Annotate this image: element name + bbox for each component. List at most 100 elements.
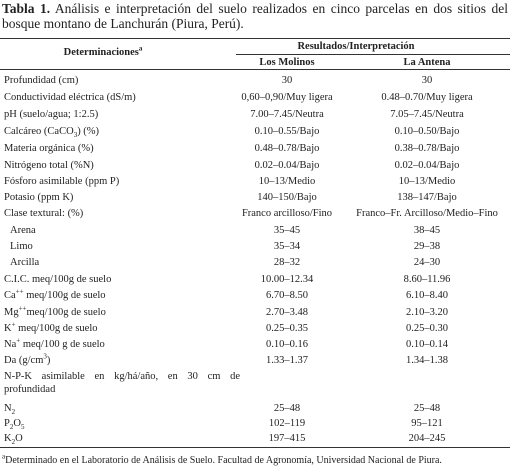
text-part: meq/100 g de suelo — [20, 339, 105, 350]
cell-value: 0.10–0.50/Bajo — [394, 126, 460, 137]
text-part: Ca — [4, 290, 16, 301]
cell-value: 1.34–1.38 — [406, 355, 448, 366]
cell-value: 38–45 — [413, 225, 441, 236]
text-part: K — [4, 433, 12, 444]
row-label: Materia orgánica (%) — [4, 143, 94, 155]
text-part: Fósforo asimilable (ppm P) — [4, 176, 120, 187]
row-label: Da (g/cm3) — [4, 352, 51, 367]
cell-value: 10–13/Medio — [258, 176, 316, 187]
text-part: a — [2, 452, 6, 461]
row-label: Conductividad eléctrica (dS/m) — [4, 92, 136, 104]
text-part: a — [138, 44, 143, 53]
cell-value: 0.48–0.78/Bajo — [254, 143, 320, 154]
cell-value: 8.60–11.96 — [403, 274, 451, 285]
text-part: pH (suelo/agua; 1:2.5) — [4, 109, 99, 120]
text-part: 2 — [11, 408, 16, 417]
row-label: K+ meq/100g de suelo — [4, 320, 98, 335]
row-label: Fósforo asimilable (ppm P) — [4, 176, 119, 188]
text-part: Conductividad eléctrica (dS/m) — [4, 92, 136, 103]
text-part: Calcáreo (CaCO — [4, 126, 74, 137]
cell-value: 30 — [421, 75, 433, 86]
cell-value: 30 — [281, 75, 293, 86]
caption-text: Análisis e interpretación del suelo real… — [2, 1, 508, 31]
text-part: Na — [4, 339, 17, 350]
cell-value: 25–48 — [413, 403, 441, 414]
cell-value: 0.10–0.55/Bajo — [254, 126, 320, 137]
cell-value: 0.02–0.04/Bajo — [394, 160, 460, 171]
row-label: Na+ meq/100 g de suelo — [4, 336, 105, 351]
cell-value: 0.48–0.70/Muy ligera — [381, 92, 473, 103]
cell-value: 7.00–7.45/Neutra — [250, 109, 324, 120]
text-part: 3 — [73, 131, 78, 140]
text-part: Arcilla — [10, 257, 40, 268]
text-part: meq/100g de suelo — [26, 307, 106, 318]
text-part: Da (g/cm — [4, 355, 44, 366]
cell-value: 1.33–1.37 — [266, 355, 308, 366]
text-part: + — [11, 320, 16, 329]
text-part: meq/100g de suelo — [15, 323, 98, 334]
cell-value: 6.70–8.50 — [266, 290, 308, 301]
row-label: N2 — [4, 403, 16, 417]
cell-value: 24–30 — [413, 257, 441, 268]
text-part: + — [16, 336, 21, 345]
text-part: N — [4, 403, 12, 414]
cell-value: 2.10–3.20 — [406, 307, 448, 318]
footnote: aDeterminado en el Laboratorio de Anális… — [2, 452, 442, 467]
text-part: O — [15, 433, 23, 444]
caption-label: Tabla 1. — [2, 1, 51, 16]
row-label: Potasio (ppm K) — [4, 192, 73, 204]
cell-value: 28–32 — [273, 257, 301, 268]
rule — [0, 38, 510, 39]
rule — [0, 447, 510, 448]
text-part: 2 — [9, 423, 14, 432]
cell-value: Franco–Fr. Arcilloso/Medio–Fino — [356, 208, 498, 219]
rule — [0, 69, 510, 70]
rule — [236, 54, 510, 55]
cell-value: 2.70–3.48 — [266, 307, 308, 318]
text-part: ) — [46, 355, 51, 366]
cell-value: 0.38–0.78/Bajo — [394, 143, 460, 154]
text-part: Determinaciones — [63, 47, 139, 58]
text-part: Potasio (ppm K) — [4, 192, 74, 203]
text-part: Clase textural: (%) — [4, 208, 84, 219]
cell-value: 10–13/Medio — [398, 176, 456, 187]
cell-value: 0.10–0.16 — [266, 339, 308, 350]
cell-value: Franco arcilloso/Fino — [241, 208, 333, 219]
header-site: Los Molinos — [259, 57, 315, 68]
row-label: K2O — [4, 433, 23, 446]
text-part: ) (%) — [77, 126, 100, 137]
row-label: Profundidad (cm) — [4, 75, 78, 87]
cell-value: 7.05–7.45/Neutra — [390, 109, 464, 120]
text-part: Limo — [10, 241, 33, 252]
cell-value: 10.00–12.34 — [260, 274, 314, 285]
text-part: Nitrógeno total (%N) — [4, 160, 94, 171]
row-label: P2O5 — [4, 418, 24, 432]
row-label: Calcáreo (CaCO3) (%) — [4, 126, 100, 140]
row-label: C.I.C. meq/100g de suelo — [4, 274, 111, 286]
text-part: P — [4, 418, 10, 429]
caption: Tabla 1. Análisis e interpretación del s… — [2, 1, 508, 31]
cell-value: 25–48 — [273, 403, 301, 414]
text-part: Arena — [10, 225, 36, 236]
row-label: Mg++meq/100g de suelo — [4, 305, 106, 319]
text-part: Mg — [4, 307, 19, 318]
cell-value: 0.10–0.14 — [406, 339, 448, 350]
cell-value: 204–245 — [408, 433, 446, 444]
cell-value: 0.25–0.35 — [266, 323, 308, 334]
cell-value: 0,60–0,90/Muy ligera — [241, 92, 333, 103]
cell-value: 6.10–8.40 — [406, 290, 448, 301]
cell-value: 197–415 — [268, 433, 306, 444]
row-label: Arcilla — [10, 257, 39, 269]
header-cell: Determinacionesa — [63, 44, 143, 59]
cell-value: 0.02–0.04/Bajo — [254, 160, 320, 171]
row-label: Ca++ meq/100g de suelo — [4, 288, 106, 302]
text-part: Materia orgánica (%) — [4, 143, 94, 154]
text-part: meq/100g de suelo — [23, 290, 106, 301]
cell-value: 35–45 — [273, 225, 301, 236]
cell-value: 95–121 — [411, 418, 443, 429]
cell-value: 102–119 — [268, 418, 306, 429]
row-label: Nitrógeno total (%N) — [4, 160, 94, 172]
row-label: Clase textural: (%) — [4, 208, 83, 220]
text-part: 3 — [43, 352, 47, 361]
